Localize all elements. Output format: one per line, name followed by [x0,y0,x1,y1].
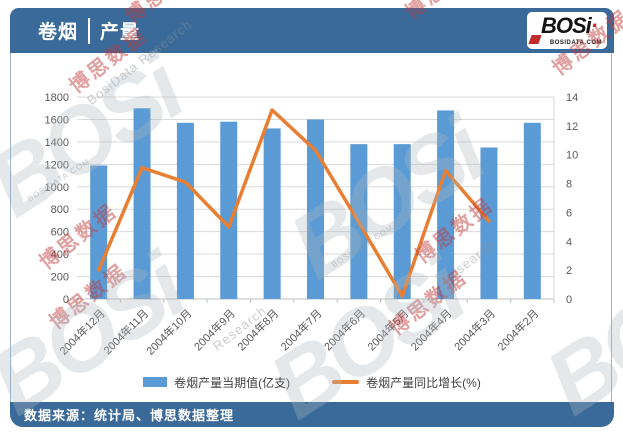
bar-2004年7月 [307,119,324,299]
bar-2004年9月 [220,121,238,299]
right-axis-tick-label: 0 [566,294,572,306]
x-axis-category-label: 2004年7月 [278,306,325,353]
logo-domain-text: BOSIDATA.COM [549,40,602,46]
left-axis-tick-label: 400 [51,249,69,261]
title-secondary: 产量 [100,22,141,43]
report-card: 卷烟 产量 BOSi· BOSIDATA.COM 0 200 400 600 800 10… [10,8,614,427]
left-axis-tick-label: 1400 [45,137,69,149]
left-axis-tick-label: 0 [63,294,69,306]
left-axis-tick-label: 1600 [45,114,69,126]
x-axis-category-label: 2004年9月 [191,306,238,353]
right-axis-tick-label: 2 [566,265,572,277]
growth-line [96,108,491,298]
legend-item-line-series: 卷烟产量同比增长(%) [332,374,481,391]
footer-bar: 数据来源：统计局、博思数据整理 [10,402,614,427]
bar-2004年10月 [176,122,194,299]
bar-2004年3月 [480,147,498,299]
bar-2004年5月 [393,144,411,299]
combo-chart: 0 200 400 600 800 1000 1200 1400 1600 1800 0 2 4 6 8 10… [45,92,579,358]
right-axis-tick-label: 4 [566,236,572,248]
bar-2004年8月 [263,128,281,299]
legend-bar-swatch [143,377,168,387]
right-axis-tick-label: 14 [566,92,578,104]
x-axis-category-label: 2004年4月 [408,306,455,353]
right-axis-tick-label: 8 [566,179,572,191]
right-axis-tick-label: 6 [566,207,572,219]
x-axis-category-label: 2004年12月 [56,306,107,357]
left-axis-tick-label: 600 [51,227,69,239]
title-primary: 卷烟 [38,22,79,43]
x-axis-category-label: 2004年10月 [143,306,194,357]
x-axis-category-label: 2004年2月 [494,306,541,353]
data-source-text: 数据来源：统计局、博思数据整理 [24,408,235,423]
left-axis-tick-label: 200 [51,272,69,284]
header-bar: 卷烟 产量 BOSi· BOSIDATA.COM [10,8,614,53]
x-axis-category-label: 2004年8月 [234,306,281,353]
brand-logo: BOSi· BOSIDATA.COM [527,12,607,49]
x-axis-category-label: 2004年6月 [321,306,368,353]
x-axis-category-label: 2004年3月 [451,306,498,353]
legend-item-bar-series: 卷烟产量当期值(亿支) [143,374,290,391]
page-title: 卷烟 产量 [10,17,140,44]
left-axis-tick-label: 800 [51,204,69,216]
left-axis-tick-label: 1000 [45,182,69,194]
bar-2004年2月 [523,122,541,299]
title-separator [88,17,91,44]
right-axis-tick-label: 10 [566,150,578,162]
left-axis-tick-label: 1200 [45,159,69,171]
logo-red-mark-icon [528,35,542,44]
x-axis-category-label: 2004年5月 [364,306,411,353]
legend-line-swatch [332,380,360,384]
bar-2004年11月 [133,108,151,299]
logo-text: BOSi· [541,13,598,38]
logo-dot: · [590,13,598,38]
right-axis-tick-label: 12 [566,121,578,133]
left-axis-tick-label: 1800 [45,92,69,104]
bar-2004年4月 [437,110,455,299]
bar-2004年12月 [90,165,108,299]
chart-legend: 卷烟产量当期值(亿支) 卷烟产量同比增长(%) [11,371,613,393]
legend-bar-label: 卷烟产量当期值(亿支) [174,375,291,390]
legend-line-label: 卷烟产量同比增长(%) [366,375,481,390]
